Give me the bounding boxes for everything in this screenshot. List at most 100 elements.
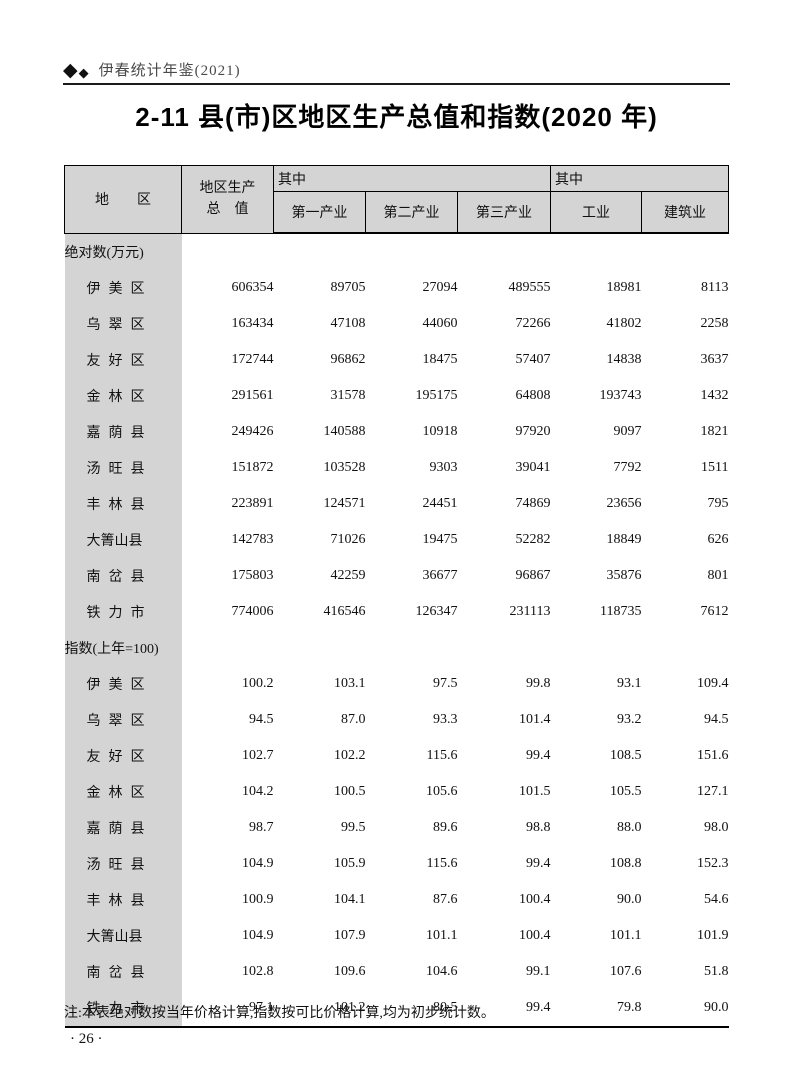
section-row: 绝对数(万元) (64, 233, 729, 270)
value-cell: 101.1 (426, 928, 458, 943)
value-cell: 74869 (515, 496, 551, 511)
value-cell: 9303 (429, 460, 458, 475)
table-row: 友 好 区 102.7 102.2 115.6 99.4 108.5 151.6 (64, 738, 729, 774)
empty-cell (366, 233, 458, 270)
value-cell: 7612 (700, 604, 729, 619)
value-cell: 1821 (700, 424, 729, 439)
empty-cell (458, 630, 551, 666)
empty-cell (182, 630, 274, 666)
header-tertiary-industry: 第三产业 (456, 191, 552, 234)
header-group-industries: 其中 (272, 165, 552, 192)
value-cell: 24451 (422, 496, 458, 511)
value-cell: 416546 (323, 604, 366, 619)
value-cell: 47108 (330, 316, 366, 331)
empty-cell (274, 233, 366, 270)
value-cell: 100.2 (242, 676, 274, 691)
value-cell: 41802 (606, 316, 642, 331)
value-cell: 31578 (330, 388, 366, 403)
region-cell: 铁 力 市 (64, 990, 182, 1028)
value-cell: 774006 (231, 604, 274, 619)
region-cell: 金 林 区 (64, 378, 182, 414)
header-region: 地 区 (64, 165, 182, 234)
value-cell: 97920 (515, 424, 551, 439)
value-cell: 163434 (231, 316, 274, 331)
value-cell: 35876 (606, 568, 642, 583)
page-header-band: ◆ ◆ 伊春统计年鉴(2021) (63, 54, 730, 85)
value-cell: 151872 (231, 460, 274, 475)
empty-cell (551, 630, 642, 666)
value-cell: 109.4 (697, 676, 729, 691)
header-group-secondary: 其中 (550, 165, 730, 192)
value-cell: 606354 (231, 280, 274, 295)
value-cell: 90.0 (617, 892, 642, 907)
value-cell: 64808 (515, 388, 551, 403)
empty-cell (551, 233, 642, 270)
value-cell: 93.1 (617, 676, 642, 691)
value-cell: 231113 (509, 604, 551, 619)
value-cell: 36677 (422, 568, 458, 583)
header-gdp: 地区生产 总 值 (181, 165, 274, 234)
value-cell: 142783 (231, 532, 274, 547)
value-cell: 42259 (330, 568, 366, 583)
header-construction: 建筑业 (641, 191, 730, 234)
value-cell: 626 (707, 532, 729, 547)
table-header: 地 区 地区生产 总 值 其中 其中 第一产业 第二产业 第三产业 工业 建筑业 (64, 165, 730, 234)
region-cell: 南 岔 县 (64, 558, 182, 594)
empty-cell (182, 233, 274, 270)
gdp-table: 地 区 地区生产 总 值 其中 其中 第一产业 第二产业 第三产业 工业 建筑业… (64, 165, 730, 1028)
value-cell: 18981 (606, 280, 642, 295)
table-row: 乌 翠 区 94.5 87.0 93.3 101.4 93.2 94.5 (64, 702, 729, 738)
value-cell: 107.6 (610, 964, 642, 979)
empty-cell (642, 630, 729, 666)
value-cell: 71026 (330, 532, 366, 547)
value-cell: 90.0 (641, 990, 729, 1028)
region-cell: 汤 旺 县 (64, 846, 182, 882)
table-row: 伊 美 区 606354 89705 27094 489555 18981 8113 (64, 270, 729, 306)
value-cell: 98.8 (526, 820, 551, 835)
section-label: 指数(上年=100) (64, 630, 182, 666)
value-cell: 108.5 (610, 748, 642, 763)
value-cell: 96862 (330, 352, 366, 367)
value-cell: 97.5 (433, 676, 458, 691)
diamond-large-icon: ◆ (63, 60, 78, 81)
region-cell: 铁 力 市 (64, 594, 182, 630)
value-cell: 2258 (700, 316, 729, 331)
yearbook-name: 伊春统计年鉴(2021) (98, 63, 241, 79)
value-cell: 96867 (515, 568, 551, 583)
value-cell: 801 (707, 568, 729, 583)
region-cell: 大箐山县 (64, 918, 182, 954)
value-cell: 126347 (415, 604, 458, 619)
value-cell: 102.2 (334, 748, 366, 763)
value-cell: 489555 (508, 280, 551, 295)
region-cell: 乌 翠 区 (64, 306, 182, 342)
value-cell: 795 (707, 496, 729, 511)
header-industry: 工业 (550, 191, 643, 234)
region-cell: 嘉 荫 县 (64, 414, 182, 450)
table-row: 南 岔 县 175803 42259 36677 96867 35876 801 (64, 558, 729, 594)
section-label: 绝对数(万元) (64, 233, 182, 270)
table-note: 注:本表绝对数按当年价格计算,指数按可比价格计算,均为初步统计数。 (64, 1006, 495, 1021)
region-cell: 南 岔 县 (64, 954, 182, 990)
empty-cell (642, 233, 729, 270)
value-cell: 127.1 (697, 784, 729, 799)
value-cell: 89705 (330, 280, 366, 295)
table-row: 铁 力 市 97.1 101.2 80.5 99.4 79.8 90.0 (64, 990, 729, 1028)
region-cell: 伊 美 区 (64, 666, 182, 702)
value-cell: 100.4 (519, 928, 551, 943)
section-row: 指数(上年=100) (64, 630, 729, 666)
value-cell: 195175 (415, 388, 458, 403)
value-cell: 175803 (231, 568, 274, 583)
header-gdp-line2: 总 值 (206, 202, 249, 218)
table-row: 丰 林 县 100.9 104.1 87.6 100.4 90.0 54.6 (64, 882, 729, 918)
value-cell: 99.4 (526, 856, 551, 871)
table-row: 南 岔 县 102.8 109.6 104.6 99.1 107.6 51.8 (64, 954, 729, 990)
value-cell: 99.4 (526, 748, 551, 763)
table-row: 伊 美 区 100.2 103.1 97.5 99.8 93.1 109.4 (64, 666, 729, 702)
value-cell: 1511 (701, 460, 729, 475)
value-cell: 1432 (700, 388, 729, 403)
value-cell: 97.1 (181, 990, 274, 1028)
value-cell: 39041 (515, 460, 551, 475)
table-row: 友 好 区 172744 96862 18475 57407 14838 3637 (64, 342, 729, 378)
page-title: 2-11 县(市)区地区生产总值和指数(2020 年) (135, 102, 658, 132)
